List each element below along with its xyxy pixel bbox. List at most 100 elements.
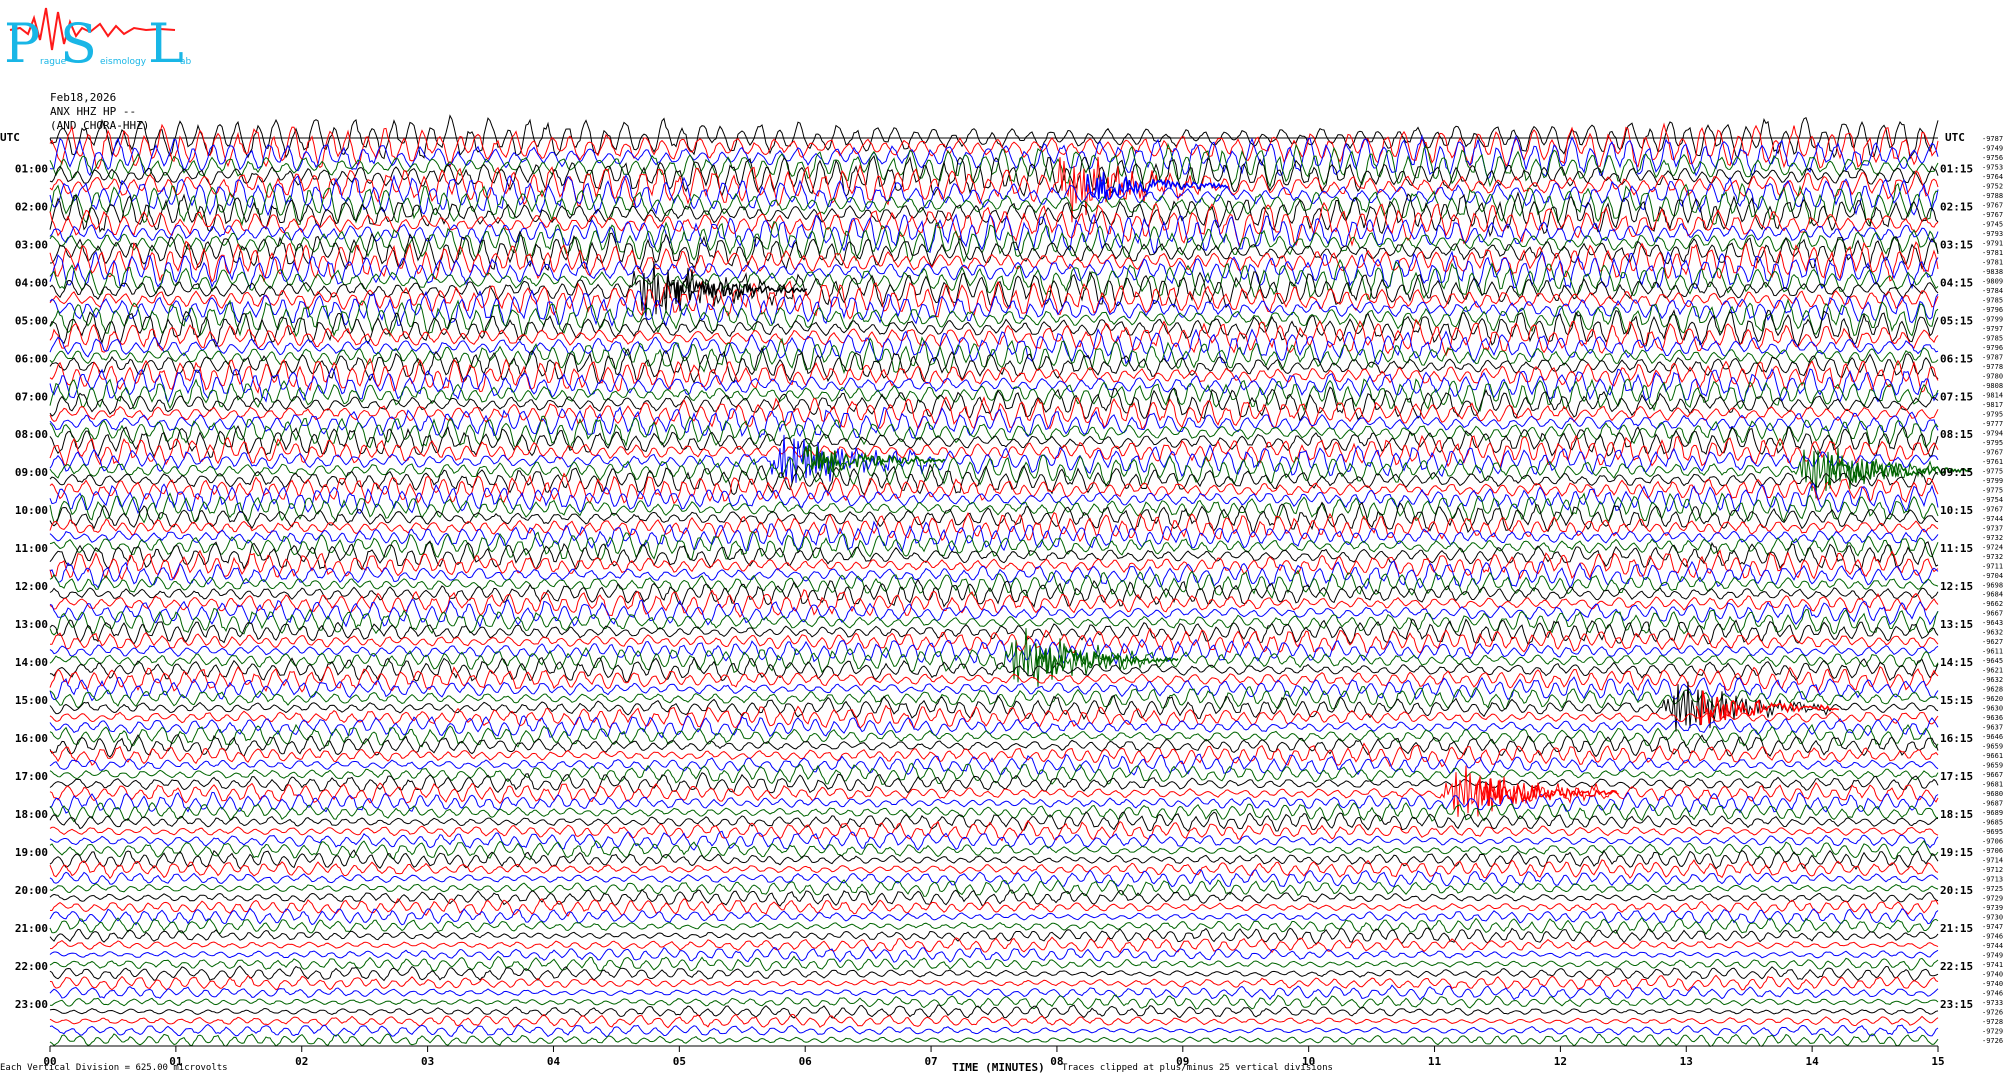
row-value-label: -9791 — [1982, 239, 2003, 247]
row-value-label: -9737 — [1982, 524, 2003, 532]
row-value-label: -9814 — [1982, 391, 2003, 399]
left-hour-label: 07:00 — [15, 390, 48, 403]
trace-row — [49, 1033, 1939, 1047]
right-hour-label: 08:15 — [1940, 428, 1973, 441]
row-value-label: -9740 — [1982, 980, 2003, 988]
trace-row — [49, 859, 1939, 880]
right-hour-label: 20:15 — [1940, 884, 1973, 897]
trace-row — [49, 191, 1939, 238]
seismic-event-burst — [663, 276, 808, 303]
trace-row — [49, 666, 1939, 693]
trace-row — [49, 599, 1939, 629]
trace-row — [49, 946, 1939, 963]
row-value-label: -9749 — [1982, 144, 2003, 152]
right-hour-label: 14:15 — [1940, 656, 1973, 669]
row-value-label: -9726 — [1982, 1009, 2003, 1017]
row-value-label: -9729 — [1982, 1028, 2003, 1036]
right-hour-label: 15:15 — [1940, 694, 1973, 707]
trace-row — [49, 888, 1939, 907]
row-value-label: -9785 — [1982, 296, 2003, 304]
trace-row — [49, 156, 1939, 223]
left-hour-label: 20:00 — [15, 884, 48, 897]
row-value-label: -9739 — [1982, 904, 2003, 912]
right-hour-label: 01:15 — [1940, 162, 1973, 175]
trace-row — [49, 704, 1939, 730]
row-value-label: -9632 — [1982, 629, 2003, 637]
row-value-label: -9732 — [1982, 553, 2003, 561]
row-value-label: -9744 — [1982, 515, 2003, 523]
row-value-label: -9712 — [1982, 866, 2003, 874]
row-value-label: -9785 — [1982, 334, 2003, 342]
x-tick-label: 11 — [1428, 1055, 1442, 1068]
left-hour-label: 14:00 — [15, 656, 48, 669]
seismic-event-burst — [1085, 171, 1229, 201]
row-value-label: -9706 — [1982, 838, 2003, 846]
left-hour-label: 18:00 — [15, 808, 48, 821]
left-hour-label: 05:00 — [15, 314, 48, 327]
row-value-label: -9767 — [1982, 211, 2003, 219]
trace-row — [49, 734, 1939, 758]
psl-logo: P S L rague eismology ab — [4, 7, 192, 75]
logo-letter-s: S — [60, 12, 97, 75]
seismic-event-burst — [802, 442, 946, 475]
trace-row — [49, 173, 1939, 217]
row-value-label: -9749 — [1982, 952, 2003, 960]
trace-row — [49, 415, 1939, 450]
row-value-label: -9767 — [1982, 201, 2003, 209]
logo-seismogram — [9, 7, 176, 51]
right-hour-label: 23:15 — [1940, 998, 1973, 1011]
trace-row — [49, 802, 1939, 823]
trace-row — [49, 819, 1939, 842]
logo-letter-p: P — [4, 12, 40, 75]
row-value-label: -9645 — [1982, 657, 2003, 665]
row-value-label: -9767 — [1982, 505, 2003, 513]
row-value-label: -9808 — [1982, 382, 2003, 390]
row-value-label: -9733 — [1982, 999, 2003, 1007]
trace-row — [49, 578, 1939, 608]
trace-row — [49, 212, 1939, 254]
right-hour-label: 19:15 — [1940, 846, 1973, 859]
row-value-label: -9741 — [1982, 961, 2003, 969]
left-hour-label: 21:00 — [15, 922, 48, 935]
left-hour-label: 06:00 — [15, 352, 48, 365]
left-hour-label: 01:00 — [15, 162, 48, 175]
row-value-label: -9794 — [1982, 429, 2003, 437]
row-value-label: -9796 — [1982, 344, 2003, 352]
recording-date: Feb18,2026 — [50, 91, 117, 104]
trace-row — [49, 201, 1939, 247]
trace-row — [49, 879, 1939, 897]
trace-row — [49, 927, 1939, 945]
row-value-label: -9732 — [1982, 534, 2003, 542]
row-value-label: -9752 — [1982, 182, 2003, 190]
trace-row — [49, 346, 1939, 384]
station-location: (AND CHORA-HHZ) — [50, 119, 150, 132]
row-value-label: -9726 — [1982, 1037, 2003, 1045]
right-hour-label: 21:15 — [1940, 922, 1973, 935]
x-tick-label: 04 — [547, 1055, 561, 1068]
trace-row — [49, 378, 1939, 412]
row-value-label: -9680 — [1982, 790, 2003, 798]
trace-row — [49, 434, 1939, 469]
right-hour-label: 16:15 — [1940, 732, 1973, 745]
trace-row — [49, 916, 1939, 935]
trace-row — [49, 830, 1939, 851]
row-value-label: -9746 — [1982, 933, 2003, 941]
left-hour-label: 13:00 — [15, 618, 48, 631]
right-hour-label: 02:15 — [1940, 200, 1973, 213]
row-value-label: -9704 — [1982, 572, 2003, 580]
trace-row — [49, 230, 1939, 273]
left-hour-label: 03:00 — [15, 238, 48, 251]
trace-row — [49, 220, 1939, 263]
trace-row — [49, 868, 1939, 888]
x-tick-label: 03 — [421, 1055, 434, 1068]
right-hour-label: 13:15 — [1940, 618, 1973, 631]
row-value-label: -9730 — [1982, 914, 2003, 922]
row-value-label: -9628 — [1982, 686, 2003, 694]
row-value-label: -9788 — [1982, 192, 2003, 200]
seismic-event-burst — [1034, 643, 1179, 675]
x-tick-label: 02 — [295, 1055, 308, 1068]
row-value-label: -9780 — [1982, 372, 2003, 380]
left-axis-unit: UTC — [0, 131, 20, 144]
row-value-label: -9667 — [1982, 610, 2003, 618]
